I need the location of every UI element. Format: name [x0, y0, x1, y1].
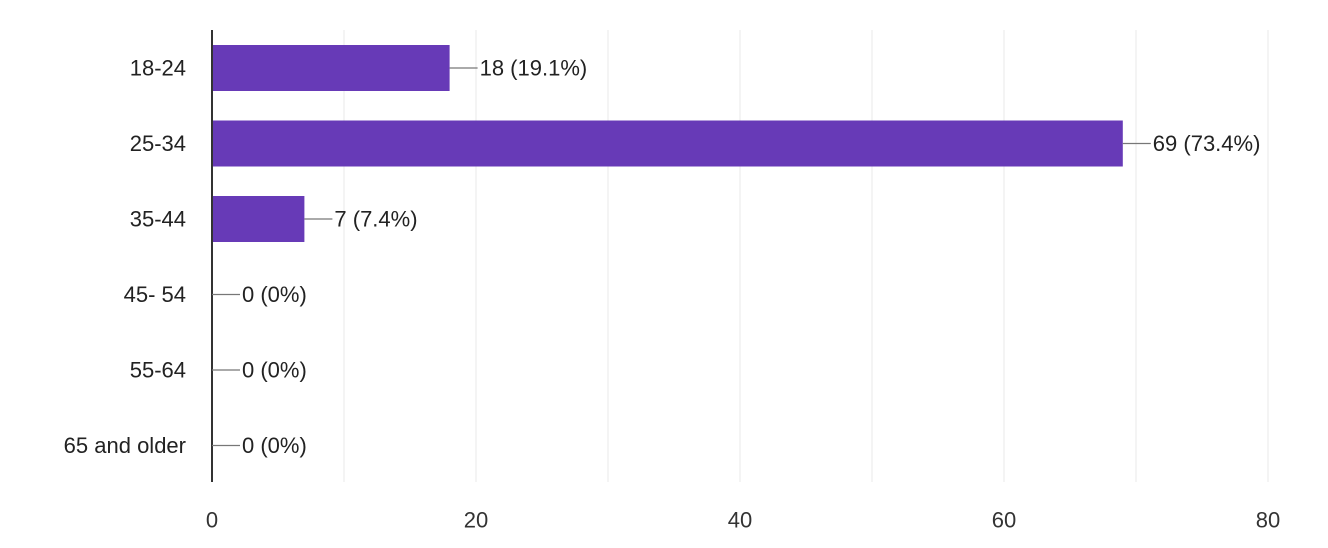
category-label: 35-44: [130, 207, 186, 232]
bar: [212, 120, 1123, 167]
category-label: 18-24: [130, 56, 186, 81]
x-tick-label: 40: [728, 508, 752, 533]
data-label: 0 (0%): [242, 282, 307, 307]
data-label: 0 (0%): [242, 433, 307, 458]
label-layer: 18-24 18 (19.1%) 25-34 69 (73.4%) 35-44 7 (7.…: [64, 56, 1261, 459]
bar: [212, 45, 450, 91]
data-label: 18 (19.1%): [480, 56, 588, 81]
data-label: 7 (7.4%): [334, 207, 417, 232]
data-label: 69 (73.4%): [1153, 131, 1261, 156]
axis-layer: 0 20 40 60 80: [206, 30, 1280, 533]
x-tick-label: 80: [1256, 508, 1280, 533]
grid-layer: [343, 30, 1269, 482]
data-label: 0 (0%): [242, 358, 307, 383]
x-tick-label: 20: [464, 508, 488, 533]
bar-layer: [212, 45, 1123, 242]
category-label: 45- 54: [124, 282, 186, 307]
category-label: 55-64: [130, 358, 186, 383]
x-tick-label: 60: [992, 508, 1016, 533]
category-label: 65 and older: [64, 433, 186, 458]
category-label: 25-34: [130, 131, 186, 156]
bar: [212, 196, 305, 242]
x-tick-label: 0: [206, 508, 218, 533]
